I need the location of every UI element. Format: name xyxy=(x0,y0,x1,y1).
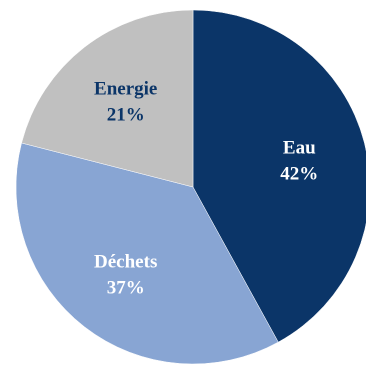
slice-label-energie: Energie xyxy=(94,78,157,99)
slice-label-dechets: Déchets xyxy=(94,252,157,273)
pie-labels: Eau 42% Déchets 37% Energie 21% xyxy=(94,78,318,298)
pie-slice-energie xyxy=(21,9,194,188)
slice-label-eau: Eau xyxy=(283,138,316,159)
slice-value-dechets: 37% xyxy=(107,278,145,299)
pie-slice-eau xyxy=(192,9,366,343)
slice-value-eau: 42% xyxy=(280,164,318,185)
pie-slice-dechets xyxy=(15,142,279,365)
pie-slices xyxy=(15,9,366,365)
slice-value-energie: 21% xyxy=(107,104,145,125)
